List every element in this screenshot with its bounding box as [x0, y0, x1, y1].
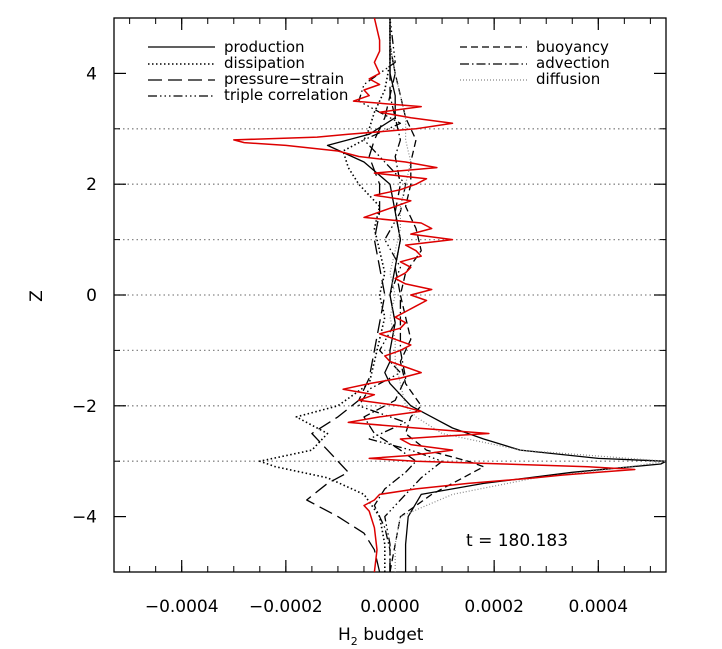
legend-label-triple-correlation: triple correlation: [224, 86, 348, 104]
x-tick-label: 0.0000: [360, 597, 419, 617]
y-tick-label: 0: [86, 286, 97, 306]
y-axis-label: Z: [27, 290, 47, 302]
legend: production dissipation pressure−strain t…: [148, 38, 610, 104]
x-axis-label-rest: budget: [358, 625, 424, 645]
y-tick-label: −4: [72, 508, 97, 528]
x-tick-label: −0.0004: [145, 597, 219, 617]
series-layer: [233, 18, 666, 572]
legend-label-pressure-strain: pressure−strain: [224, 70, 344, 88]
x-axis-label-subscript: 2: [351, 635, 358, 648]
y-tick-labels: −4 −2 0 2 4: [72, 64, 97, 527]
x-tick-label: −0.0002: [249, 597, 323, 617]
x-tick-labels: −0.0004 −0.0002 0.0000 0.0002 0.0004: [145, 597, 628, 617]
legend-label-dissipation: dissipation: [224, 54, 305, 72]
x-axis-label-main: H: [338, 625, 351, 645]
series-line-highlight: [233, 18, 636, 572]
legend-label-buoyancy: buoyancy: [536, 38, 609, 56]
y-tick-label: −2: [72, 397, 97, 417]
legend-label-production: production: [224, 38, 305, 56]
y-tick-label: 4: [86, 64, 97, 84]
series-line-buoyancy: [389, 18, 485, 572]
legend-label-diffusion: diffusion: [536, 70, 600, 88]
x-tick-label: 0.0002: [464, 597, 523, 617]
series-line-advection: [363, 18, 417, 572]
x-tick-label: 0.0004: [569, 597, 628, 617]
series-line-pressure-strain: [306, 18, 391, 572]
y-tick-label: 2: [86, 175, 97, 195]
reference-lines: [114, 128, 666, 462]
x-axis-label: H2 budget: [338, 625, 424, 648]
time-annotation: t = 180.183: [466, 531, 568, 551]
legend-label-advection: advection: [536, 54, 610, 72]
series-line-production: [326, 18, 666, 572]
